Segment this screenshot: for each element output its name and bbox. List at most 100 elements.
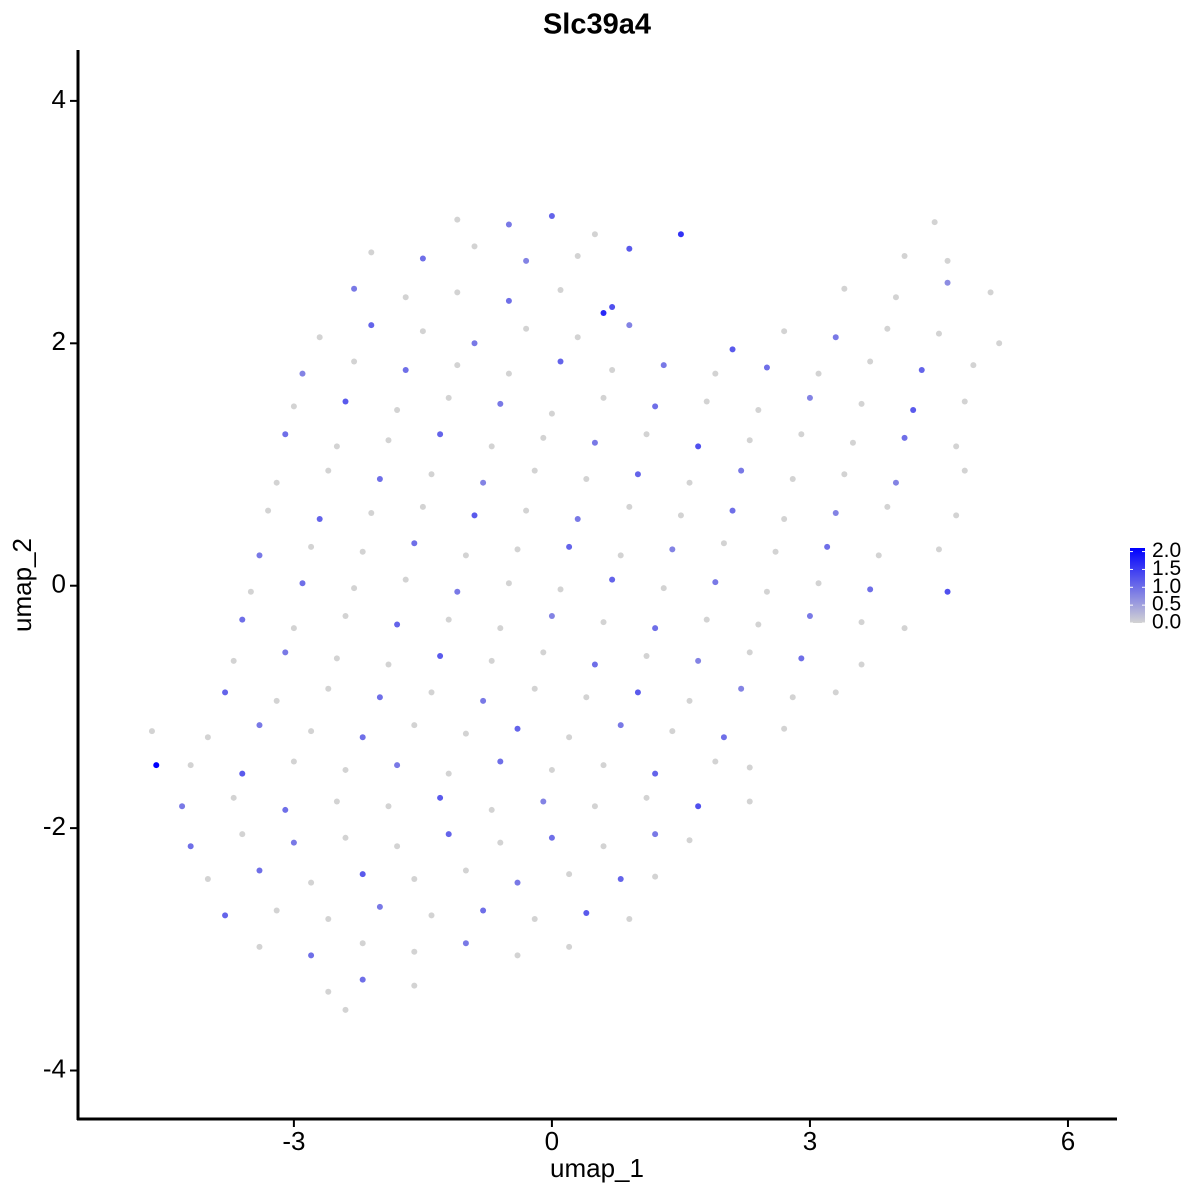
point	[944, 588, 951, 595]
point	[419, 255, 426, 262]
point	[583, 476, 590, 483]
point	[987, 289, 994, 296]
point	[385, 437, 392, 444]
point	[239, 770, 246, 777]
point	[540, 434, 547, 441]
point	[574, 334, 581, 341]
point	[523, 325, 530, 332]
point	[867, 586, 874, 593]
point	[548, 410, 555, 417]
point	[961, 467, 968, 474]
point	[996, 340, 1003, 347]
point	[712, 758, 719, 765]
point	[961, 398, 968, 405]
legend-label: 1.0	[1152, 575, 1181, 598]
point	[480, 479, 487, 486]
point	[462, 730, 469, 737]
point	[222, 689, 229, 696]
point	[548, 213, 555, 220]
point	[256, 943, 263, 950]
point	[772, 548, 779, 555]
point	[720, 540, 727, 547]
point	[755, 406, 762, 413]
point	[187, 843, 194, 850]
point	[333, 798, 340, 805]
point	[557, 286, 564, 293]
point	[591, 439, 598, 446]
point	[686, 837, 693, 844]
point	[299, 580, 306, 587]
point	[282, 431, 289, 438]
point	[471, 512, 478, 519]
point	[531, 916, 538, 923]
x-tick-label: -3	[282, 1126, 305, 1156]
point	[428, 912, 435, 919]
point	[445, 831, 452, 838]
y-tick-label: 2	[52, 326, 66, 356]
point	[798, 431, 805, 438]
point	[884, 503, 891, 510]
point	[488, 657, 495, 664]
point	[815, 370, 822, 377]
point	[333, 443, 340, 450]
point	[497, 625, 504, 632]
x-tick-label: 3	[803, 1126, 817, 1156]
point	[953, 512, 960, 519]
point	[789, 476, 796, 483]
point	[566, 943, 573, 950]
point	[660, 585, 667, 592]
point	[695, 803, 702, 810]
point	[428, 471, 435, 478]
point	[738, 467, 745, 474]
point	[815, 580, 822, 587]
point	[600, 394, 607, 401]
point	[308, 728, 315, 735]
point	[514, 725, 521, 732]
y-axis-label: umap_2	[7, 538, 37, 632]
point	[600, 619, 607, 626]
point	[600, 843, 607, 850]
point	[566, 871, 573, 878]
point	[351, 285, 358, 292]
legend-label: 0.5	[1152, 593, 1181, 616]
point	[368, 249, 375, 256]
point	[557, 358, 564, 365]
point	[626, 503, 633, 510]
point	[230, 657, 237, 664]
y-tick-label: 4	[52, 84, 66, 114]
point	[918, 366, 925, 373]
point	[935, 546, 942, 553]
point	[419, 328, 426, 335]
point	[626, 322, 633, 329]
point	[566, 734, 573, 741]
point	[454, 588, 461, 595]
point	[256, 867, 263, 874]
point	[256, 552, 263, 559]
point	[746, 649, 753, 656]
point	[273, 479, 280, 486]
point	[755, 621, 762, 628]
point	[617, 722, 624, 729]
point	[652, 873, 659, 880]
x-axis-label: umap_1	[550, 1153, 644, 1183]
point	[230, 794, 237, 801]
point	[222, 912, 229, 919]
x-tick-label: 0	[545, 1126, 559, 1156]
point	[849, 439, 856, 446]
legend-label: 1.5	[1152, 557, 1181, 580]
point	[583, 694, 590, 701]
point	[239, 831, 246, 838]
point	[454, 289, 461, 296]
point	[514, 546, 521, 553]
point	[652, 770, 659, 777]
point	[970, 362, 977, 369]
colorbar	[1130, 548, 1145, 623]
point	[342, 613, 349, 620]
point	[325, 916, 332, 923]
point	[454, 362, 461, 369]
point	[437, 794, 444, 801]
point	[677, 231, 684, 238]
point	[746, 437, 753, 444]
point	[617, 552, 624, 559]
point	[626, 916, 633, 923]
